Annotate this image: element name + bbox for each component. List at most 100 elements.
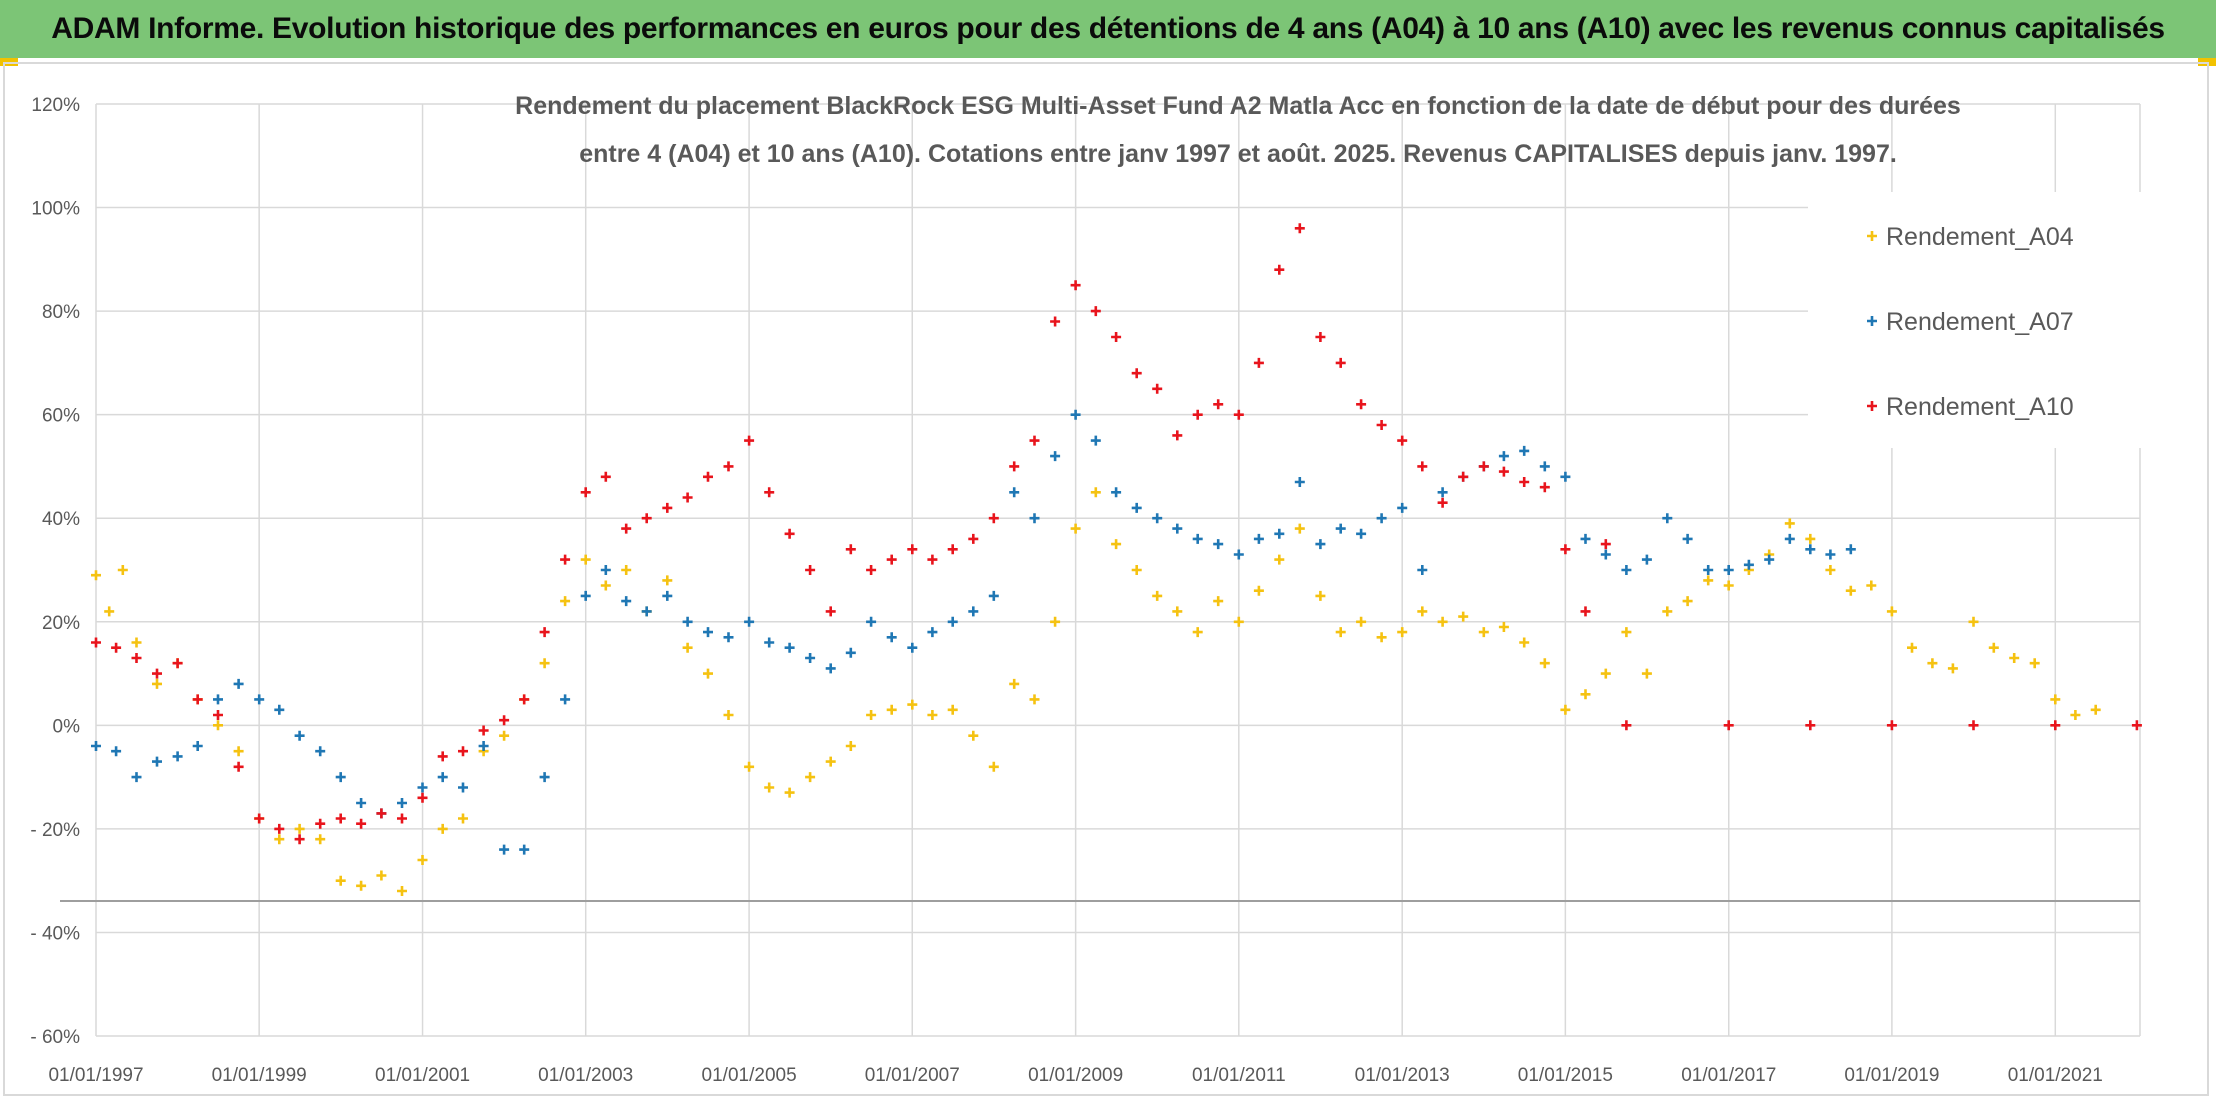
data-point <box>1335 357 1346 368</box>
data-point <box>1417 461 1428 472</box>
data-point <box>1029 513 1040 524</box>
data-point <box>1641 668 1652 679</box>
data-point <box>907 544 918 555</box>
data-point <box>1682 533 1693 544</box>
data-point <box>1723 720 1734 731</box>
data-point <box>1376 513 1387 524</box>
data-point <box>1539 482 1550 493</box>
data-point <box>968 533 979 544</box>
data-point <box>1825 565 1836 575</box>
x-tick-label: 01/01/2009 <box>1028 1065 1123 1086</box>
data-point <box>764 782 775 793</box>
data-point <box>703 471 713 482</box>
data-point <box>1458 471 1469 482</box>
data-point <box>723 710 734 720</box>
data-point <box>233 761 244 772</box>
data-point <box>1539 658 1550 669</box>
data-point <box>784 787 795 798</box>
data-point <box>397 813 407 824</box>
data-point <box>1172 606 1183 617</box>
x-tick-label: 01/01/2021 <box>2008 1065 2103 1086</box>
data-point <box>2009 653 2020 663</box>
data-point <box>1090 306 1101 317</box>
data-point <box>254 694 265 705</box>
data-point <box>1294 523 1305 534</box>
data-point <box>968 730 979 741</box>
data-point <box>111 746 122 757</box>
data-point <box>1274 264 1285 275</box>
y-tick-label: - 60% <box>30 1027 80 1048</box>
data-point <box>662 590 673 601</box>
data-point <box>417 782 428 793</box>
x-tick-label: 01/01/2007 <box>865 1065 960 1086</box>
data-point <box>478 725 489 736</box>
data-point <box>866 616 877 627</box>
data-point <box>1866 580 1877 591</box>
legend-marker <box>1867 316 1877 326</box>
data-point <box>1703 575 1714 586</box>
data-point <box>1743 559 1754 570</box>
data-point <box>2029 658 2040 669</box>
x-tick-label: 01/01/2013 <box>1355 1065 1450 1086</box>
data-point <box>784 528 795 539</box>
data-point <box>519 694 530 705</box>
data-point <box>131 772 142 783</box>
data-point <box>499 715 510 726</box>
data-point <box>2050 720 2061 731</box>
data-point <box>1192 533 1203 544</box>
data-point <box>947 544 958 555</box>
data-point <box>1070 409 1081 420</box>
data-point <box>1662 513 1673 524</box>
data-point <box>1927 658 1938 669</box>
data-point <box>1397 435 1408 446</box>
data-point <box>1825 549 1836 560</box>
data-point <box>744 435 755 446</box>
data-point <box>1703 565 1714 575</box>
data-point <box>662 575 673 586</box>
data-point <box>1437 616 1448 627</box>
data-point <box>1111 539 1122 550</box>
data-point <box>560 554 571 565</box>
data-point <box>988 590 999 601</box>
data-point <box>539 772 550 783</box>
data-point <box>1968 616 1979 627</box>
data-point <box>1845 544 1856 555</box>
data-point <box>233 746 244 757</box>
data-point <box>315 746 326 757</box>
data-point <box>621 596 632 607</box>
data-point <box>907 699 918 710</box>
data-point <box>682 492 693 503</box>
data-point <box>1580 689 1591 700</box>
data-point <box>1070 280 1081 291</box>
data-point <box>1417 565 1428 575</box>
data-point <box>91 637 101 648</box>
x-tick-label: 01/01/1997 <box>48 1065 143 1086</box>
data-point <box>233 678 244 689</box>
data-point <box>1315 539 1326 550</box>
data-point <box>499 730 510 741</box>
data-point <box>1723 580 1734 591</box>
data-point <box>437 772 448 783</box>
data-point <box>91 741 101 751</box>
data-point <box>1131 565 1142 575</box>
data-point <box>417 855 428 865</box>
data-point <box>1498 451 1509 462</box>
legend: Rendement_A04 Rendement_A07 Rendement_A10 <box>1867 223 2074 421</box>
data-point <box>417 792 428 803</box>
y-tick-label: - 40% <box>30 923 80 944</box>
data-point <box>1356 528 1367 539</box>
y-tick-label: 120% <box>31 95 80 116</box>
data-point <box>1274 528 1285 539</box>
data-point <box>1437 487 1448 498</box>
legend-marker <box>1867 231 1877 241</box>
data-point <box>152 756 162 767</box>
data-point <box>927 554 938 565</box>
data-point <box>1988 642 1999 653</box>
data-point <box>1009 487 1020 498</box>
data-point <box>580 554 591 565</box>
data-point <box>437 751 448 762</box>
data-point <box>1090 435 1101 446</box>
data-point <box>1233 616 1244 627</box>
data-point <box>1397 627 1408 638</box>
data-point <box>437 823 448 834</box>
